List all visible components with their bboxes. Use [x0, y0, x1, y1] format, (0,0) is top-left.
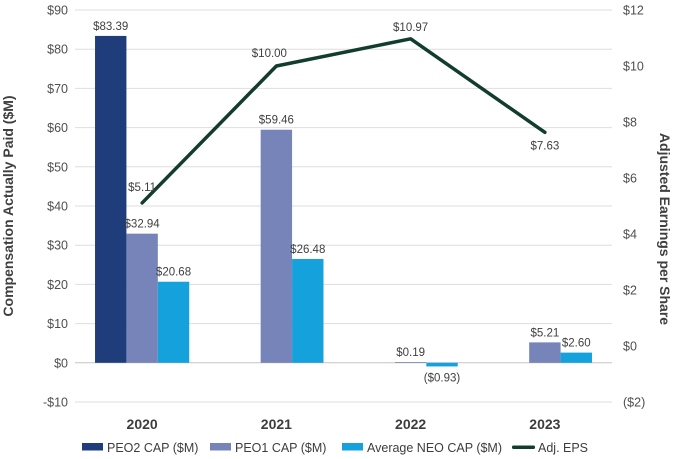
legend-swatch: [82, 443, 103, 451]
line-value-label: $5.11: [128, 182, 156, 194]
adj-eps-line: [140, 37, 547, 205]
bar-series-labels-1: $83.39: [93, 21, 128, 33]
right-axis-tick: $0: [623, 340, 637, 354]
legend-item: Adj. EPS: [512, 441, 588, 455]
left-axis-tick: $80: [47, 43, 68, 57]
right-axis-tick: $2: [623, 284, 637, 298]
line-value-label: $7.63: [530, 140, 559, 152]
right-axis-tick: $8: [623, 116, 637, 130]
left-axis-tick: $10: [47, 317, 68, 331]
legend-item-label: Adj. EPS: [538, 441, 588, 455]
x-axis-labels: 2020 2021 2022 2023: [127, 416, 561, 432]
right-axis-tick: $6: [623, 172, 637, 186]
line-value-label: $10.97: [393, 22, 428, 34]
bar: [95, 35, 127, 363]
x-category-label: 2022: [395, 416, 426, 432]
right-axis-tick: ($2): [623, 396, 645, 410]
left-axis-title: Compensation Actually Paid ($M): [0, 95, 16, 316]
legend-item: Average NEO CAP ($M): [342, 441, 502, 455]
right-axis-tick: $4: [623, 228, 637, 242]
legend-swatch: [210, 443, 231, 451]
left-axis-ticks: $90 $80 $70 $60 $50 $40 $30 $20 $10 $0 -$10: [43, 4, 68, 410]
bar-series-1: [95, 35, 127, 363]
bar: [560, 352, 592, 363]
bar-series-labels-3: $20.68 $26.48 ($0.93) $2.60: [156, 244, 591, 384]
right-axis-tick: $12: [623, 4, 644, 18]
legend-swatch: [342, 443, 363, 451]
right-axis-title: Adjusted Earnings per Share: [657, 133, 673, 325]
legend-item-label: PEO1 CAP ($M): [235, 441, 326, 455]
left-axis-tick: $20: [47, 278, 68, 292]
left-axis-tick: $40: [47, 200, 68, 214]
bar: [529, 342, 561, 363]
bar: [292, 258, 324, 363]
left-axis-tick: $0: [54, 356, 68, 370]
left-axis-tick: $30: [47, 239, 68, 253]
line-value-label: $10.00: [252, 48, 287, 60]
left-axis-tick: $60: [47, 121, 68, 135]
x-category-label: 2020: [127, 416, 158, 432]
legend-item: PEO2 CAP ($M): [82, 441, 198, 455]
gridlines: [75, 9, 612, 403]
bar: [157, 281, 190, 363]
left-axis-tick: -$10: [43, 396, 68, 410]
bar: [126, 233, 158, 363]
line-value-labels: $5.11 $10.00 $10.97 $7.63: [128, 22, 559, 194]
bar-value-label: $32.94: [125, 219, 161, 231]
bar: [260, 129, 293, 363]
bar-series-2: [126, 129, 561, 363]
legend-item-label: PEO2 CAP ($M): [107, 441, 198, 455]
legend: PEO2 CAP ($M) PEO1 CAP ($M) Average NEO CA…: [82, 441, 588, 455]
bar-series-3: [157, 258, 592, 367]
bar-value-label: $83.39: [93, 21, 128, 33]
right-axis-tick: $10: [623, 60, 644, 74]
bar-value-label: $2.60: [562, 338, 591, 350]
bar-series-labels-2: $32.94 $59.46 $0.19 $5.21: [125, 115, 560, 359]
bar: [394, 362, 427, 363]
legend-item-label: Average NEO CAP ($M): [367, 441, 502, 455]
x-category-label: 2021: [261, 416, 292, 432]
bar-value-label: $0.19: [396, 347, 425, 359]
bar-value-label: $20.68: [156, 267, 191, 279]
left-axis-tick: $70: [47, 82, 68, 96]
legend-line-swatch: [512, 445, 535, 449]
bar: [426, 362, 458, 367]
left-axis-tick: $90: [47, 4, 68, 18]
bar-value-label: ($0.93): [424, 372, 461, 384]
right-axis-ticks: $12 $10 $8 $6 $4 $2 $0 ($2): [623, 4, 645, 410]
bar-value-label: $5.21: [530, 327, 559, 339]
bar-value-label: $26.48: [290, 244, 325, 256]
legend-item: PEO1 CAP ($M): [210, 441, 326, 455]
left-axis-tick: $50: [47, 160, 68, 174]
x-category-label: 2023: [529, 416, 560, 432]
bar-value-label: $59.46: [259, 115, 294, 127]
